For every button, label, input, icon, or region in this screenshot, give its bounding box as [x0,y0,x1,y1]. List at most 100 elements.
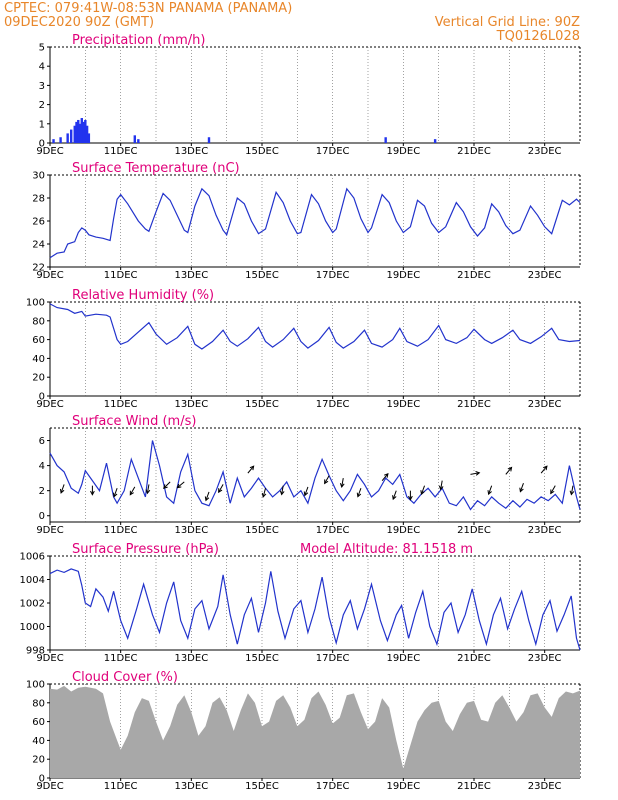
precip-bar [77,119,80,143]
wind-arrow [438,480,444,491]
y-tick-label: 2 [39,486,45,497]
x-tick-label: 23DEC [528,781,562,792]
wind-arrow [324,475,330,485]
precip-bar [84,119,87,143]
wind-arrow [470,471,481,476]
y-tick-label: 28 [32,194,45,205]
y-tick-label: 1002 [20,599,45,610]
y-tick-label: 20 [32,373,45,384]
x-tick-label: 23DEC [528,525,562,536]
y-tick-label: 30 [32,171,45,182]
panel-2: 22 24 26 28 30 9DEC 11DEC 13DEC 15DEC 17DEC 19DEC 2… [32,161,581,281]
y-tick-label: 80 [32,698,45,709]
wind-arrow [218,484,224,494]
series-line [49,568,581,651]
x-tick-label: 13DEC [174,781,208,792]
series-line [49,187,581,259]
wind-arrow [176,481,185,489]
x-tick-label: 19DEC [386,146,420,157]
x-tick-label: 15DEC [245,781,279,792]
x-tick-label: 17DEC [316,525,350,536]
x-tick-label: 21DEC [457,653,491,664]
x-tick-label: 19DEC [386,399,420,410]
header-date: 09DEC2020 90Z (GMT) [4,15,154,30]
panel-title: Relative Humidity (%) [72,288,214,303]
y-tick-label: 5 [39,43,45,54]
wind-arrow [204,491,210,502]
precip-bar [85,125,89,143]
x-tick-label: 21DEC [457,781,491,792]
y-tick-label: 0 [39,139,45,150]
y-tick-label: 4 [39,62,45,73]
y-tick-label: 60 [32,335,45,346]
x-tick-label: 9DEC [36,525,63,536]
panel-5: 998 1000 1002 1004 1006 9DEC 11DEC 13DEC 15DEC 17… [20,542,581,664]
x-tick-label: 23DEC [528,146,562,157]
y-tick-label: 0 [39,392,45,403]
x-tick-label: 9DEC [36,399,63,410]
wind-arrow [163,481,171,489]
wind-arrow [540,465,548,474]
wind-arrow [90,485,95,496]
y-tick-label: 20 [32,755,45,766]
x-tick-label: 9DEC [36,781,63,792]
y-tick-label: 60 [32,717,45,728]
x-tick-label: 15DEC [245,146,279,157]
wind-arrow [303,486,309,497]
precip-bar [137,139,140,143]
y-tick-label: 3 [39,81,45,92]
wind-arrow [408,490,413,501]
header-location: CPTEC: 079:41W-08:53N PANAMA (PANAMA) [4,1,292,16]
wind-arrow [145,484,151,495]
panel-title: Surface Wind (m/s) [72,414,196,429]
x-tick-label: 11DEC [104,525,138,536]
y-tick-label: 1004 [20,575,45,586]
panel-4: 0 2 4 6 9DEC 11DEC 13DEC 15DEC 17DEC 19DEC 21DEC 23… [36,414,581,536]
x-tick-label: 17DEC [316,399,350,410]
wind-arrow [569,485,575,496]
x-tick-label: 17DEC [316,653,350,664]
precip-bar [52,139,55,143]
wind-arrow [129,486,136,496]
x-tick-label: 23DEC [528,399,562,410]
cloud-cover-area [50,685,580,778]
panel-1: 0 1 2 3 4 5 9DEC 11DEC 13DEC 15DEC 17DEC 19DEC 21DEC… [36,33,581,157]
y-tick-label: 24 [32,240,45,251]
y-tick-label: 0 [39,774,45,785]
y-tick-label: 100 [26,298,45,309]
x-tick-label: 17DEC [316,270,350,281]
panel-annotation: Model Altitude: 81.1518 m [300,542,473,557]
y-tick-label: 1 [39,119,45,130]
panel-title: Cloud Cover (%) [72,670,178,685]
x-tick-label: 13DEC [174,270,208,281]
wind-arrow [279,485,285,496]
x-tick-label: 15DEC [245,653,279,664]
precip-bar [59,137,62,143]
precip-bar [133,135,136,143]
x-tick-label: 13DEC [174,146,208,157]
y-tick-label: 4 [39,461,45,472]
x-tick-label: 17DEC [316,146,350,157]
y-tick-label: 1000 [20,622,45,633]
x-tick-label: 9DEC [36,653,63,664]
x-tick-label: 15DEC [245,399,279,410]
wind-arrow [392,490,397,501]
y-tick-label: 6 [39,436,45,447]
precip-bar [73,125,76,143]
wind-arrow [59,484,65,494]
wind-arrow [550,485,556,495]
panel-6: 0 20 40 60 80 100 9DEC 11DEC 13DEC 15DEC 17DEC 19DE… [26,670,581,792]
x-tick-label: 21DEC [457,525,491,536]
panel-3: 0 20 40 60 80 100 9DEC 11DEC 13DEC 15DEC 17DEC 19DE… [26,288,581,410]
precip-bar [207,137,211,143]
precip-bar [433,139,437,143]
x-tick-label: 17DEC [316,781,350,792]
x-tick-label: 19DEC [386,781,420,792]
y-tick-label: 40 [32,354,45,365]
wind-arrow [261,488,267,498]
wind-arrow [519,482,524,493]
wind-arrow [112,487,118,498]
series-line [49,440,581,511]
y-tick-label: 26 [32,217,45,228]
x-tick-label: 11DEC [104,653,138,664]
